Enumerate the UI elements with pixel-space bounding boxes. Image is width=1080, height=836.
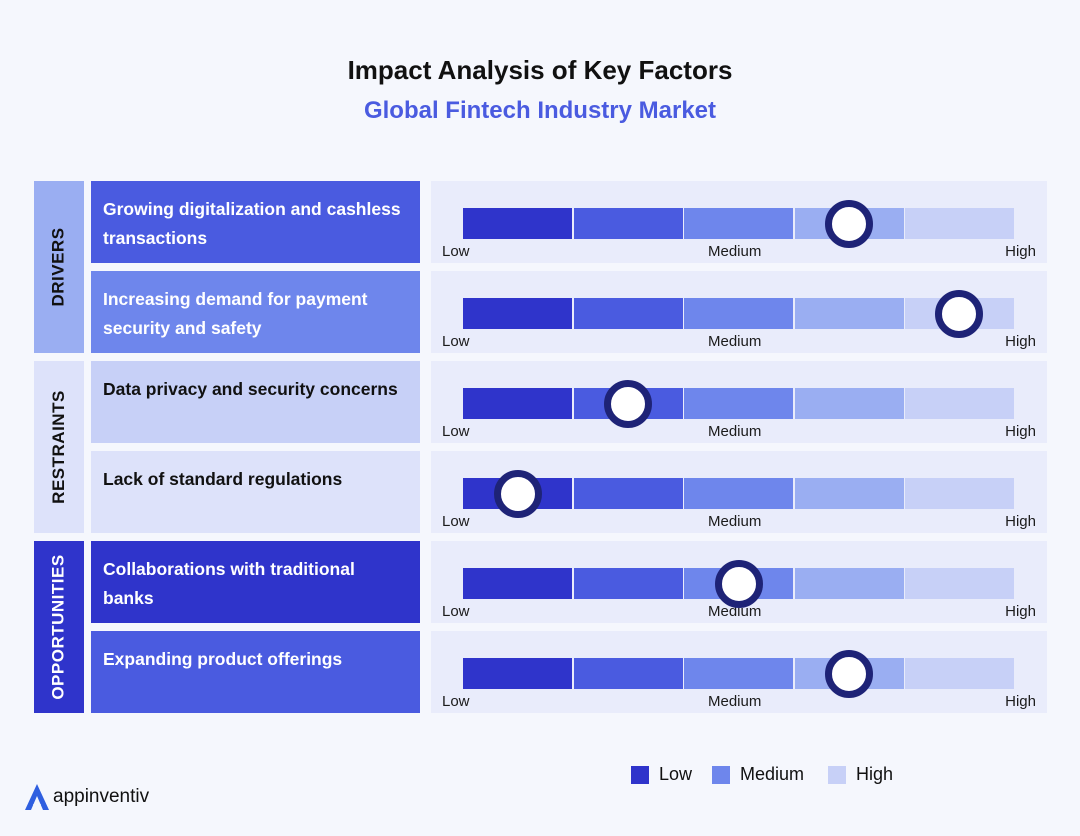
- group-label: DRIVERS: [49, 227, 69, 307]
- scale-label-high: High: [1005, 243, 1036, 260]
- legend-item-high: High: [828, 764, 893, 785]
- group-drivers: DRIVERS: [34, 181, 84, 353]
- scale-segment-4: [794, 478, 904, 509]
- appinventiv-logo-icon: [25, 784, 49, 810]
- legend-swatch-high: [828, 765, 846, 784]
- impact-marker: [824, 650, 873, 698]
- group-label: RESTRAINTS: [49, 390, 68, 504]
- scale-label-medium: Medium: [708, 603, 762, 620]
- scale-segment-4: [794, 298, 904, 329]
- scale-label-medium: Medium: [708, 423, 762, 440]
- scale-segment-1: [463, 388, 572, 419]
- scale-segment-5: [905, 658, 1014, 689]
- factor-label: Growing digitalization and cashless tran…: [91, 181, 420, 263]
- scale-label-low: Low: [442, 603, 470, 620]
- brand-logo: appinventiv: [24, 783, 149, 811]
- group-opportunities: OPPORTUNITIES: [34, 541, 84, 713]
- scale-label-medium: Medium: [708, 693, 762, 710]
- scale-segment-2: [573, 208, 683, 239]
- scale-segment-2: [573, 658, 683, 689]
- factor-label: Lack of standard regulations: [91, 451, 420, 533]
- legend-label-medium: Medium: [740, 764, 805, 784]
- scale-segment-5: [905, 208, 1014, 239]
- impact-marker: [824, 200, 873, 248]
- factor-label: Expanding product offerings: [91, 631, 420, 713]
- scale-segment-3: [684, 388, 793, 419]
- scale-label-medium: Medium: [708, 333, 762, 350]
- scale-segment-4: [794, 568, 904, 599]
- impact-scale-panel: Low Medium High: [431, 361, 1047, 443]
- chart-subtitle: Global Fintech Industry Market: [363, 97, 717, 124]
- scale-segment-5: [905, 388, 1014, 419]
- factor-label: Data privacy and security concerns: [91, 361, 420, 443]
- scale-segment-3: [684, 208, 793, 239]
- scale-segment-4: [794, 388, 904, 419]
- scale-label-high: High: [1005, 333, 1036, 350]
- legend-swatch-low: [631, 765, 649, 784]
- brand-name: appinventiv: [53, 786, 150, 807]
- legend-swatch-medium: [712, 765, 730, 784]
- scale-segment-3: [684, 478, 793, 509]
- impact-scale-panel: Low Medium High: [431, 451, 1047, 533]
- scale-segment-1: [463, 208, 572, 239]
- scale-segment-2: [573, 568, 683, 599]
- scale-label-high: High: [1005, 513, 1036, 530]
- scale-label-low: Low: [442, 513, 470, 530]
- impact-marker: [494, 470, 543, 518]
- scale-label-medium: Medium: [708, 513, 762, 530]
- scale-label-low: Low: [442, 333, 470, 350]
- impact-scale-panel: Low Medium High: [431, 631, 1047, 713]
- scale-label-high: High: [1005, 693, 1036, 710]
- scale-label-high: High: [1005, 603, 1036, 620]
- scale-segment-1: [463, 568, 572, 599]
- legend-label-low: Low: [659, 764, 693, 784]
- group-label: OPPORTUNITIES: [49, 554, 69, 700]
- scale-segment-3: [684, 658, 793, 689]
- scale-segment-5: [905, 478, 1014, 509]
- legend-label-high: High: [856, 764, 894, 784]
- scale-label-high: High: [1005, 423, 1036, 440]
- impact-scale-panel: Low Medium High: [431, 181, 1047, 263]
- impact-scale-panel: Low Medium High: [431, 271, 1047, 353]
- scale-segment-2: [573, 298, 683, 329]
- group-restraints: RESTRAINTS: [34, 361, 84, 533]
- scale-label-low: Low: [442, 423, 470, 440]
- scale-segment-1: [463, 298, 572, 329]
- legend-item-low: Low: [631, 764, 692, 785]
- factor-label: Collaborations with traditional banks: [91, 541, 420, 623]
- scale-segment-1: [463, 658, 572, 689]
- scale-label-low: Low: [442, 243, 470, 260]
- scale-label-low: Low: [442, 693, 470, 710]
- impact-scale-panel: Low Medium High: [431, 541, 1047, 623]
- chart-title: Impact Analysis of Key Factors: [347, 55, 733, 85]
- scale-segment-3: [684, 298, 793, 329]
- factor-label: Increasing demand for payment security a…: [91, 271, 420, 353]
- impact-marker: [934, 290, 983, 338]
- impact-marker: [714, 560, 763, 608]
- impact-marker: [604, 380, 653, 428]
- scale-segment-5: [905, 568, 1014, 599]
- legend-item-medium: Medium: [712, 764, 804, 785]
- scale-label-medium: Medium: [708, 243, 762, 260]
- scale-segment-2: [573, 478, 683, 509]
